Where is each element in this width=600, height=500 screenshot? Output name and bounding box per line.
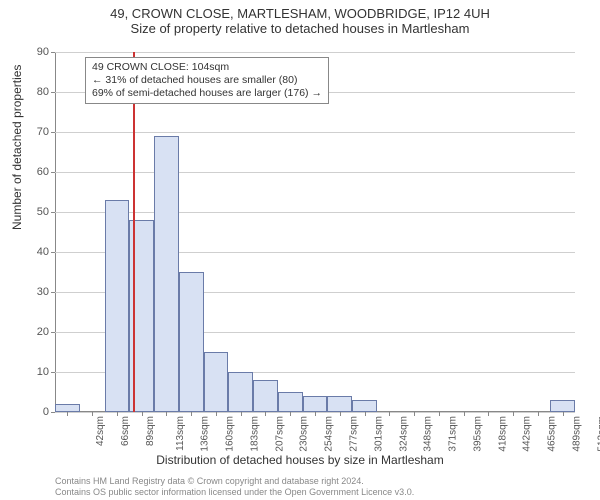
y-tick-mark [51,252,55,253]
x-tick-mark [191,412,192,416]
y-axis-line [55,52,56,412]
annotation-line3: 69% of semi-detached houses are larger (… [92,87,322,100]
x-tick-mark [538,412,539,416]
x-tick-mark [389,412,390,416]
y-tick-label: 10 [19,366,49,378]
x-tick-mark [166,412,167,416]
x-tick-label: 66sqm [120,416,131,446]
y-tick-mark [51,292,55,293]
footer-line2: Contains OS public sector information li… [55,487,414,498]
x-tick-mark [216,412,217,416]
x-tick-label: 371sqm [448,416,459,452]
x-tick-label: 301sqm [373,416,384,452]
y-tick-mark [51,372,55,373]
histogram-bar [228,372,253,412]
y-tick-label: 80 [19,86,49,98]
x-tick-label: 183sqm [250,416,261,452]
x-tick-mark [241,412,242,416]
histogram-bar [154,136,179,412]
x-tick-mark [340,412,341,416]
x-tick-mark [513,412,514,416]
y-tick-label: 70 [19,126,49,138]
x-tick-label: 160sqm [225,416,236,452]
histogram-bar [550,400,575,412]
histogram-bar [105,200,130,412]
x-tick-mark [365,412,366,416]
y-tick-mark [51,52,55,53]
x-tick-mark [265,412,266,416]
x-tick-mark [464,412,465,416]
x-tick-label: 89sqm [145,416,156,446]
x-tick-label: 465sqm [547,416,558,452]
title-sub: Size of property relative to detached ho… [0,21,600,36]
footer-line1: Contains HM Land Registry data © Crown c… [55,476,414,487]
x-tick-mark [439,412,440,416]
plot-area: 010203040506070809042sqm66sqm89sqm113sqm… [55,52,575,412]
title-main: 49, CROWN CLOSE, MARTLESHAM, WOODBRIDGE,… [0,6,600,21]
x-tick-label: 489sqm [571,416,582,452]
x-tick-mark [92,412,93,416]
y-tick-label: 50 [19,206,49,218]
x-tick-label: 42sqm [95,416,106,446]
x-axis-label: Distribution of detached houses by size … [0,453,600,467]
x-tick-label: 512sqm [596,416,600,452]
histogram-bar [204,352,229,412]
x-tick-mark [67,412,68,416]
x-tick-label: 418sqm [497,416,508,452]
x-tick-label: 348sqm [423,416,434,452]
histogram-bar [55,404,80,412]
y-tick-mark [51,92,55,93]
x-tick-mark [290,412,291,416]
histogram-bar [327,396,352,412]
reference-line [133,52,135,412]
histogram-bar [179,272,204,412]
annotation-line1: 49 CROWN CLOSE: 104sqm [92,61,322,74]
title-block: 49, CROWN CLOSE, MARTLESHAM, WOODBRIDGE,… [0,0,600,36]
y-tick-label: 20 [19,326,49,338]
histogram-bar [278,392,303,412]
y-tick-mark [51,332,55,333]
y-tick-label: 30 [19,286,49,298]
y-tick-mark [51,412,55,413]
y-tick-label: 0 [19,406,49,418]
histogram-bar [253,380,278,412]
x-tick-mark [117,412,118,416]
x-tick-label: 324sqm [398,416,409,452]
x-tick-label: 395sqm [472,416,483,452]
x-tick-label: 113sqm [175,416,186,451]
footer-attribution: Contains HM Land Registry data © Crown c… [55,476,414,498]
y-tick-label: 40 [19,246,49,258]
histogram-bar [303,396,328,412]
histogram-bar [352,400,377,412]
x-tick-label: 254sqm [324,416,335,452]
y-tick-mark [51,212,55,213]
x-tick-label: 136sqm [200,416,211,452]
chart-container: 49, CROWN CLOSE, MARTLESHAM, WOODBRIDGE,… [0,0,600,500]
x-tick-mark [142,412,143,416]
y-tick-mark [51,132,55,133]
y-tick-label: 90 [19,46,49,58]
x-tick-label: 230sqm [299,416,310,452]
x-tick-mark [315,412,316,416]
x-tick-label: 277sqm [349,416,360,452]
annotation-box: 49 CROWN CLOSE: 104sqm← 31% of detached … [85,57,329,104]
y-tick-label: 60 [19,166,49,178]
x-tick-label: 207sqm [274,416,285,452]
annotation-line2: ← 31% of detached houses are smaller (80… [92,74,322,87]
x-tick-label: 442sqm [522,416,533,452]
y-tick-mark [51,172,55,173]
x-tick-mark [488,412,489,416]
x-tick-mark [563,412,564,416]
x-tick-mark [414,412,415,416]
